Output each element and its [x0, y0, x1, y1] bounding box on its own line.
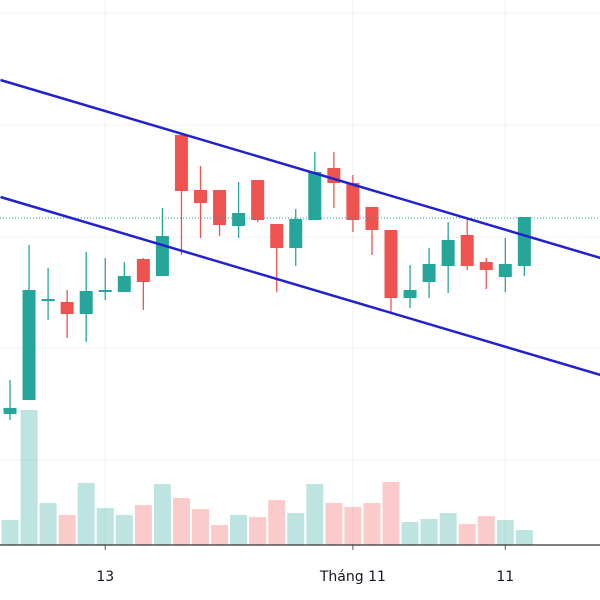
candle-body [517, 217, 531, 266]
volume-bar [344, 507, 362, 545]
volume-bar [420, 519, 438, 545]
candle-body [346, 183, 360, 220]
candle-body [365, 207, 379, 230]
channel-line [0, 78, 600, 260]
volume-bar [77, 483, 95, 545]
volume-bar [363, 503, 381, 545]
x-tick-label: 13 [96, 569, 114, 585]
candle-body [270, 224, 284, 248]
candle-body [136, 259, 150, 282]
volume-bar [58, 515, 76, 545]
volume-bar [96, 508, 114, 545]
x-tick-label: 11 [496, 569, 514, 585]
candle-body [117, 276, 131, 292]
volume-bar [211, 525, 229, 545]
volume-bar [39, 503, 57, 545]
x-tick-label: Tháng 11 [319, 569, 386, 585]
volume-bar [230, 515, 248, 545]
volume-bar [134, 505, 152, 545]
volume-bar [496, 520, 514, 545]
candle-body [479, 262, 493, 270]
volume-bar [249, 517, 267, 545]
candle-body [194, 190, 207, 203]
candle-body [22, 290, 36, 400]
candle-body [60, 302, 74, 314]
candle-body [174, 135, 188, 191]
volume-bar [153, 484, 171, 545]
candle-body [308, 172, 322, 220]
volume-bar [268, 500, 286, 545]
candle-body [155, 236, 169, 276]
channel-line [0, 195, 600, 377]
volume-bar [515, 530, 533, 545]
candle-body [441, 240, 455, 266]
volume-bar [382, 482, 400, 545]
candle-body [460, 235, 474, 266]
volume-bar [458, 524, 476, 545]
volume-bar [1, 520, 19, 545]
volume-bar [477, 516, 495, 545]
candle-body [79, 291, 93, 314]
candle-body [498, 264, 512, 277]
volume-bar [401, 522, 419, 545]
candle-body [213, 190, 227, 225]
candle-body [98, 290, 112, 292]
volume-bar [20, 410, 38, 545]
candle-body [289, 219, 303, 248]
candle-body [3, 408, 17, 414]
candle-body [232, 213, 246, 226]
volume-bar [439, 513, 457, 545]
volume-bar [172, 498, 190, 545]
candle-body [251, 180, 265, 220]
volume-bar [306, 484, 324, 545]
volume-bar [287, 513, 305, 545]
candle-body [403, 290, 417, 298]
candle-body [41, 299, 55, 301]
volume-bar [325, 503, 343, 545]
candle-body [422, 264, 436, 282]
volume-bar [192, 509, 209, 545]
candle-body [384, 230, 398, 298]
volume-bar [115, 515, 133, 545]
